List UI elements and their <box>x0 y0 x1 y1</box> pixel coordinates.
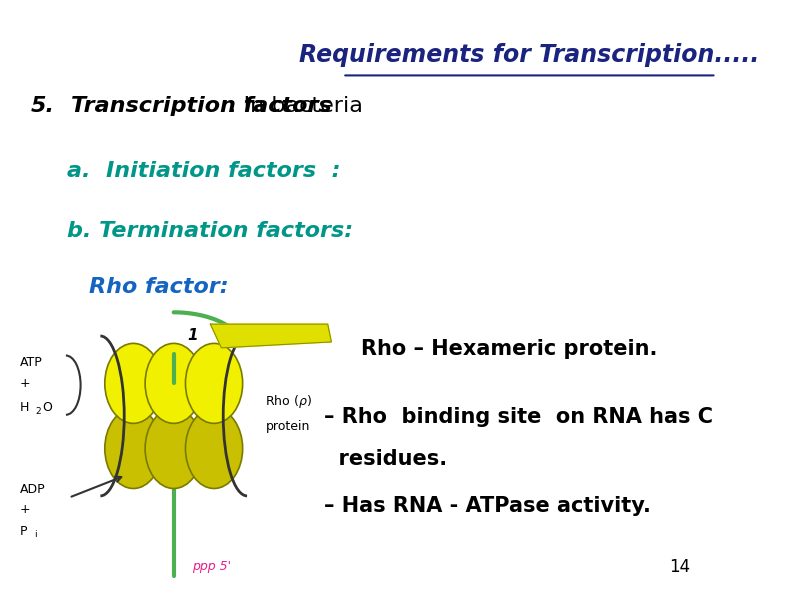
Text: a.  Initiation factors  :: a. Initiation factors : <box>67 161 341 181</box>
Text: : In bacteria: : In bacteria <box>229 96 363 116</box>
Ellipse shape <box>105 343 162 424</box>
Text: ATP: ATP <box>20 356 42 369</box>
Text: i: i <box>33 530 37 539</box>
Text: 2: 2 <box>35 407 40 416</box>
Text: +: + <box>20 377 30 390</box>
Text: Rho ($\rho$): Rho ($\rho$) <box>265 393 312 409</box>
Text: 1: 1 <box>187 328 198 343</box>
Text: 5.: 5. <box>31 96 55 116</box>
Text: P: P <box>20 525 27 538</box>
Text: Requirements for Transcription.....: Requirements for Transcription..... <box>299 43 760 67</box>
Ellipse shape <box>145 409 202 488</box>
Text: +: + <box>20 503 30 516</box>
Text: 14: 14 <box>669 558 691 576</box>
Text: – Has RNA - ATPase activity.: – Has RNA - ATPase activity. <box>324 496 651 516</box>
Text: O: O <box>42 400 52 414</box>
Ellipse shape <box>186 409 243 488</box>
Text: ADP: ADP <box>20 484 45 496</box>
Text: H: H <box>20 400 29 414</box>
Text: Rho – Hexameric protein.: Rho – Hexameric protein. <box>360 339 657 359</box>
Text: residues.: residues. <box>324 449 447 468</box>
Text: b. Termination factors:: b. Termination factors: <box>67 221 353 240</box>
Text: – Rho  binding site  on RNA has C: – Rho binding site on RNA has C <box>324 407 713 427</box>
Ellipse shape <box>186 343 243 424</box>
Text: protein: protein <box>265 420 310 433</box>
Text: Rho factor:: Rho factor: <box>90 277 229 297</box>
Polygon shape <box>210 324 331 348</box>
Ellipse shape <box>105 409 162 488</box>
Ellipse shape <box>145 343 202 424</box>
Text: Transcription factors: Transcription factors <box>71 96 332 116</box>
Text: ppp 5': ppp 5' <box>192 560 231 574</box>
